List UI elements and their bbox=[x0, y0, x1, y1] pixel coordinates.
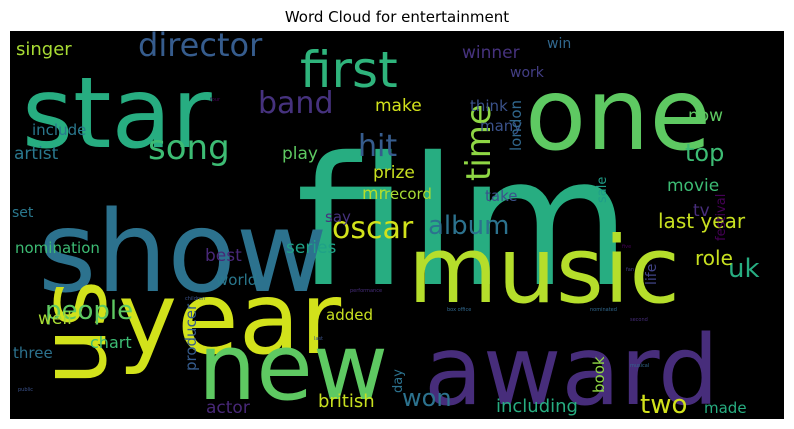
word-us: us bbox=[20, 280, 127, 386]
word-musical: musical bbox=[630, 363, 649, 369]
word-movie: movie bbox=[667, 176, 719, 196]
word-british: british bbox=[318, 391, 375, 412]
word-uk: uk bbox=[728, 254, 760, 284]
word-added: added bbox=[326, 306, 373, 324]
word-song: song bbox=[148, 128, 230, 168]
word-role: role bbox=[695, 246, 733, 270]
word-chart: chart bbox=[90, 333, 132, 352]
word-nomination: nomination bbox=[15, 239, 100, 257]
word-make: make bbox=[375, 96, 422, 116]
word-second: second bbox=[630, 317, 648, 323]
word-play: play bbox=[282, 144, 318, 164]
word-think: think bbox=[470, 97, 508, 115]
word-say: say bbox=[325, 208, 351, 226]
word-win: win bbox=[547, 36, 571, 52]
word-year: year bbox=[118, 260, 342, 377]
word-top: top bbox=[685, 139, 724, 167]
word-sale: sale bbox=[595, 177, 610, 203]
word-book: book bbox=[590, 356, 608, 393]
word-best: best bbox=[205, 246, 242, 266]
word-prize: prize bbox=[373, 163, 415, 183]
word-set: set bbox=[12, 205, 34, 221]
word-now: now bbox=[688, 106, 723, 126]
word-band: band bbox=[258, 86, 333, 121]
word-first: first bbox=[300, 41, 398, 99]
word-director: director bbox=[138, 31, 263, 64]
word-london: london bbox=[507, 100, 525, 151]
word-two: two bbox=[640, 390, 687, 419]
word-producer: producer bbox=[182, 303, 200, 371]
word-film: film bbox=[296, 119, 631, 326]
word-including: including bbox=[496, 396, 578, 417]
word-five: five bbox=[622, 244, 631, 250]
word-public: public bbox=[18, 387, 33, 393]
word-time: time bbox=[459, 104, 499, 181]
word-hit: hit bbox=[358, 129, 397, 164]
word-tv: tv bbox=[693, 201, 710, 221]
word-winner: winner bbox=[462, 43, 520, 63]
cloud-background bbox=[10, 31, 784, 419]
word-four: four bbox=[210, 97, 221, 103]
word-series: series bbox=[286, 238, 336, 258]
word-star: star bbox=[22, 57, 213, 171]
word-award: award bbox=[424, 315, 719, 419]
word-record: record bbox=[384, 185, 432, 203]
word-music: music bbox=[408, 217, 680, 324]
word-one: one bbox=[525, 56, 711, 173]
word-nominated: nominated bbox=[590, 307, 617, 313]
word-many: many bbox=[480, 117, 522, 135]
word-festival: festival bbox=[714, 194, 729, 241]
word-children: children bbox=[185, 296, 205, 302]
word-singer: singer bbox=[16, 39, 72, 60]
word-album: album bbox=[428, 211, 509, 241]
word-show: show bbox=[38, 188, 327, 318]
word-include: include bbox=[32, 121, 86, 139]
word-artist: artist bbox=[14, 144, 59, 164]
word-actor: actor bbox=[206, 398, 250, 418]
word-made: made bbox=[704, 399, 747, 417]
word-oscar: oscar bbox=[332, 211, 414, 246]
word-fan: fan bbox=[626, 267, 634, 273]
word-box-office: box office bbox=[447, 307, 471, 313]
word-people: people bbox=[45, 296, 133, 326]
chart-title: Word Cloud for entertainment bbox=[284, 8, 510, 26]
word-day: day bbox=[391, 369, 406, 393]
word-performance: performance bbox=[350, 288, 382, 294]
word-world: world bbox=[216, 271, 257, 289]
word-life: life bbox=[644, 264, 660, 285]
word-work: work bbox=[510, 65, 545, 81]
word-take: take bbox=[485, 187, 517, 205]
word-well: well bbox=[38, 309, 72, 329]
word-three: three bbox=[13, 344, 53, 362]
word-last-year: last year bbox=[658, 209, 746, 233]
word-won: won bbox=[402, 384, 452, 412]
word-mr: mr bbox=[362, 184, 386, 204]
word-new: new bbox=[198, 314, 388, 419]
word-last: last bbox=[314, 336, 323, 342]
